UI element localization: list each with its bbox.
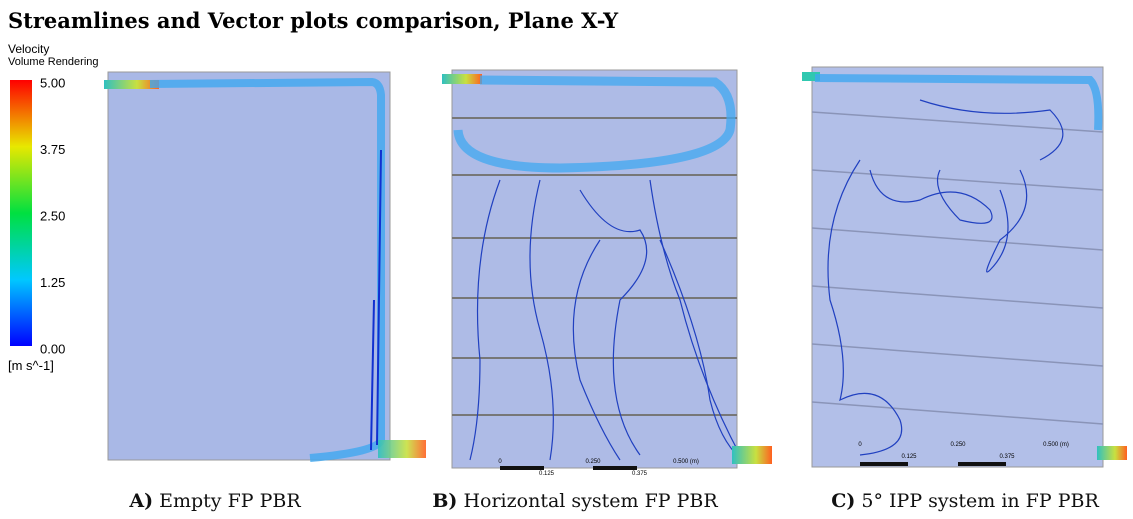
scale-label: 0.375 [632, 471, 648, 477]
panel-caption: Empty FP PBR [159, 490, 301, 512]
inlet-jet [442, 74, 482, 84]
panel-label: C) [831, 490, 856, 512]
colorbar-tick: 1.25 [40, 275, 65, 290]
scale-label: 0.500 (m) [1043, 442, 1069, 448]
streamline [370, 149, 382, 451]
caption-c: C) 5° IPP system in FP PBR [831, 490, 1099, 512]
scale-label: 0.375 [999, 454, 1015, 460]
legend-title: Velocity [8, 42, 49, 56]
scale-label: 0 [498, 459, 502, 465]
inlet-jet [104, 80, 159, 89]
scale-label: 0.125 [901, 454, 917, 460]
scale-label: 0 [858, 442, 862, 448]
inlet-jet [802, 72, 820, 81]
panel-label: B) [432, 490, 458, 512]
panel-caption: 5° IPP system in FP PBR [861, 490, 1099, 512]
streamline [149, 77, 385, 462]
scale-label: 0.500 (m) [673, 459, 699, 465]
domain [811, 66, 1104, 468]
streamline [453, 75, 736, 173]
legend-unit: [m s^-1] [8, 358, 54, 373]
panel-caption: Horizontal system FP PBR [463, 490, 718, 512]
outlet-jet [732, 446, 772, 464]
scale-label: 0.125 [539, 471, 555, 477]
panel-c: 0 0.250 0.500 (m) 0.125 0.375 [802, 66, 1127, 468]
colorbar-tick: 2.50 [40, 208, 65, 223]
streamlines [469, 179, 741, 461]
panel-a [104, 71, 426, 462]
streamline [814, 74, 1103, 131]
outlet-jet [378, 440, 426, 458]
panel-b: 0 0.250 0.500 (m) 0.125 0.375 [442, 69, 772, 477]
outlet-jet [1097, 446, 1127, 460]
caption-b: B) Horizontal system FP PBR [432, 490, 717, 512]
caption-a: A) Empty FP PBR [129, 490, 300, 512]
scale-label: 0.250 [585, 459, 601, 465]
scale-label: 0.250 [950, 442, 966, 448]
domain [451, 69, 738, 469]
colorbar-tick: 5.00 [40, 75, 65, 90]
colorbar-tick: 3.75 [40, 142, 65, 157]
colorbar [10, 80, 32, 346]
legend-subtitle: Volume Rendering [8, 56, 99, 68]
streamlines [827, 99, 1064, 456]
figure-title: Streamlines and Vector plots comparison,… [8, 8, 619, 33]
domain [107, 71, 391, 461]
panel-label: A) [129, 490, 154, 512]
colorbar-tick: 0.00 [40, 341, 65, 356]
